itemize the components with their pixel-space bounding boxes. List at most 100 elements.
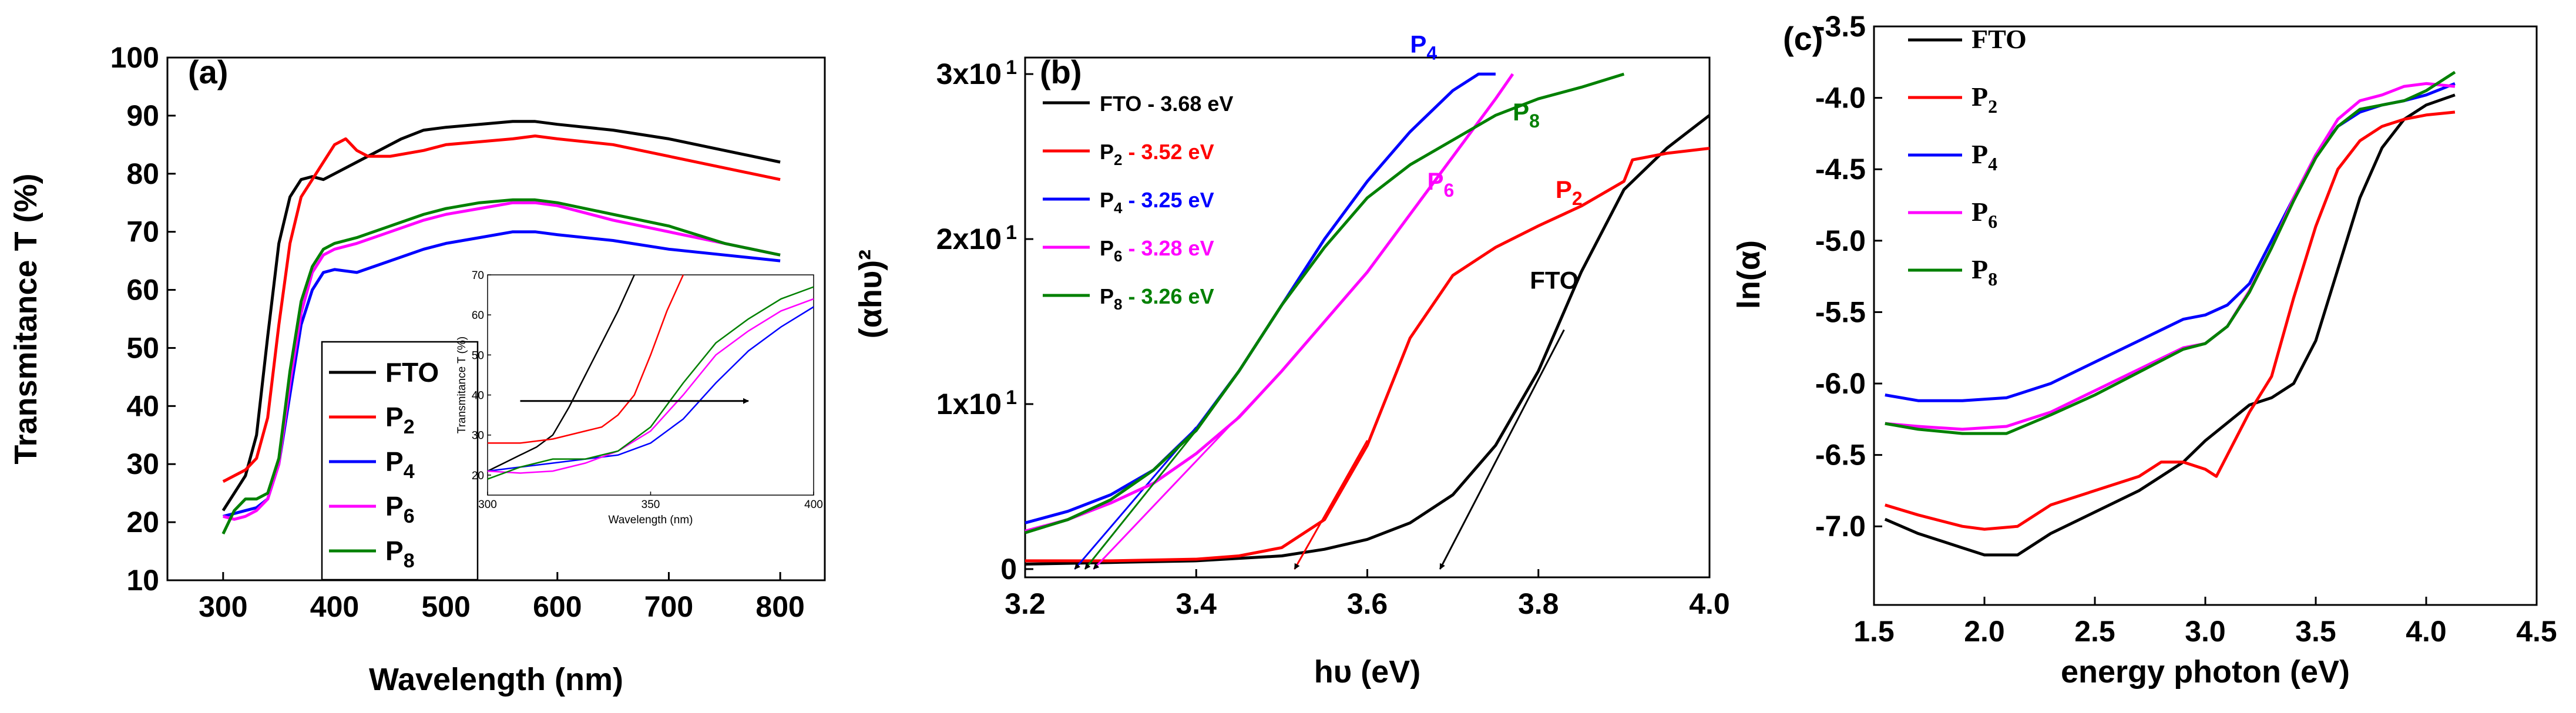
x-tick-label: 2.0 xyxy=(1964,615,2005,648)
series-line-P6 xyxy=(223,201,781,521)
y-tick-label: -4.0 xyxy=(1815,82,1866,115)
series-line-P2 xyxy=(1025,147,1710,563)
legend-label-sub: 4 xyxy=(1988,153,1997,174)
curve-annotation-P4: P4 xyxy=(1410,31,1437,64)
legend-label-FTO: FTO - 3.68 eV xyxy=(1100,92,1233,116)
inset-series-line-P8 xyxy=(487,286,814,480)
legend-label-main: P xyxy=(1100,284,1114,308)
y-tick-label: 30 xyxy=(126,448,159,480)
x-tick-label: 2.5 xyxy=(2074,615,2115,648)
inset-x-tick-label: 400 xyxy=(804,499,823,511)
x-tick-label: 4.0 xyxy=(2406,615,2447,648)
inset-y-axis-title: Transmitance T (%) xyxy=(456,337,468,433)
curve-annotation-main: P xyxy=(1556,176,1572,203)
y-tick-label: 40 xyxy=(126,389,159,422)
x-tick-label: 3.4 xyxy=(1176,587,1217,620)
y-tick-exponent: 1 xyxy=(1006,56,1017,79)
x-axis-title: Wavelength (nm) xyxy=(369,662,623,697)
tangent-arrow-P2 xyxy=(1294,440,1368,570)
inset-y-tick-label: 50 xyxy=(472,349,484,362)
y-axis-title: (αhυ)² xyxy=(853,250,888,339)
x-tick-label: 800 xyxy=(755,590,804,623)
inset-y-tick-label: 40 xyxy=(472,390,484,402)
legend-label-sub: 4 xyxy=(404,460,415,483)
legend-label-sub: 2 xyxy=(1988,96,1997,117)
x-tick-label: 3.8 xyxy=(1518,587,1559,620)
curve-annotation-main: FTO xyxy=(1530,266,1578,294)
legend-label-main: P xyxy=(385,536,404,566)
curve-annotation-main: P xyxy=(1410,31,1426,58)
legend-label-P2: P2 xyxy=(385,402,415,438)
inset-x-tick-label: 350 xyxy=(642,499,660,511)
y-axis-title: Transmitance T (%) xyxy=(8,173,43,464)
y-tick-label: 60 xyxy=(126,274,159,307)
legend-label-main: P xyxy=(1972,254,1988,284)
x-tick-label: 4.5 xyxy=(2516,615,2557,648)
y-tick-label: 2x10 xyxy=(936,223,1002,255)
panel-a: 300 400 500 600 700 800 10 20 30 40 50 60 70 80 90 100 (… xyxy=(8,41,826,697)
x-tick-label: 3.2 xyxy=(1005,587,1046,620)
legend-label-main: FTO xyxy=(1972,24,2027,54)
legend-label-main: P xyxy=(1972,82,1988,112)
tangent-arrow-FTO xyxy=(1439,329,1565,570)
legend-label-P6: P6 xyxy=(385,491,415,527)
legend-label-main: P xyxy=(385,446,404,477)
legend-label-sub: 2 xyxy=(404,416,415,438)
y-tick-label: 80 xyxy=(126,157,159,190)
inset-y-tick-label: 60 xyxy=(472,310,484,322)
x-tick-label: 700 xyxy=(644,590,693,623)
legend-label-P2: P2 xyxy=(1972,82,1997,117)
inset-y-tick-label: 30 xyxy=(472,430,484,442)
y-tick-label: 90 xyxy=(126,99,159,132)
legend-label-main: P xyxy=(1100,236,1114,260)
curve-annotation-FTO: FTO xyxy=(1530,266,1578,294)
y-tick-label: 0 xyxy=(1000,553,1017,586)
legend-label-value: - 3.25 eV xyxy=(1122,188,1214,212)
legend-label-main: P xyxy=(385,402,404,432)
legend-label-sub: 8 xyxy=(1114,295,1122,313)
legend-label-sub: 2 xyxy=(1114,151,1122,169)
x-tick-label: 500 xyxy=(421,590,470,623)
curve-annotation-P8: P8 xyxy=(1513,98,1540,132)
curve-annotation-sub: 6 xyxy=(1443,180,1454,201)
y-tick-label: -5.0 xyxy=(1815,224,1866,257)
inset-series-line-FTO xyxy=(487,274,635,472)
legend-label-sub: 6 xyxy=(1988,211,1997,232)
y-axis-title: ln(α) xyxy=(1731,240,1766,309)
plot-frame xyxy=(166,56,826,581)
legend-label-main: FTO xyxy=(1100,92,1141,116)
curve-annotation-sub: 8 xyxy=(1529,110,1540,132)
panel-label: (a) xyxy=(188,53,228,90)
legend-label-main: P xyxy=(385,491,404,522)
curve-annotation-sub: 4 xyxy=(1426,43,1437,64)
series-line-FTO xyxy=(1884,93,2456,557)
panel-label: (b) xyxy=(1040,53,1082,90)
legend-label-P2: P2 - 3.52 eV xyxy=(1100,140,1214,169)
legend-label-FTO: FTO xyxy=(1972,24,2027,54)
legend-label-sub: 8 xyxy=(1988,268,1997,290)
curve-annotation-sub: 2 xyxy=(1572,188,1583,209)
inset-series-line-P6 xyxy=(487,298,814,474)
series-line-P2 xyxy=(222,134,781,483)
legend-label-value: - 3.52 eV xyxy=(1122,140,1214,164)
legend-label-P4: P4 - 3.25 eV xyxy=(1100,188,1214,217)
legend-label-main: FTO xyxy=(385,357,439,388)
y-tick-label: -5.5 xyxy=(1815,295,1866,328)
inset-frame xyxy=(487,274,814,496)
y-tick-label: -3.5 xyxy=(1815,10,1866,43)
curve-annotation-P2: P2 xyxy=(1556,176,1583,209)
x-tick-label: 300 xyxy=(199,590,247,623)
legend-label-P8: P8 - 3.26 eV xyxy=(1100,284,1214,313)
legend-label-P6: P6 xyxy=(1972,197,1997,232)
y-tick-label: -7.0 xyxy=(1815,510,1866,543)
x-tick-label: 400 xyxy=(310,590,359,623)
series-line-P4 xyxy=(1025,72,1496,524)
plot-frame xyxy=(1024,56,1711,579)
x-axis-title: energy photon (eV) xyxy=(2061,654,2350,690)
x-tick-label: 3.0 xyxy=(2185,615,2226,648)
y-tick-label: 1x10 xyxy=(936,388,1002,421)
inset-series-line-P2 xyxy=(488,274,684,444)
tangent-arrow-P8 xyxy=(1084,430,1197,570)
series-line-P8 xyxy=(1885,70,2456,435)
inset-y-tick-label: 20 xyxy=(472,470,484,482)
